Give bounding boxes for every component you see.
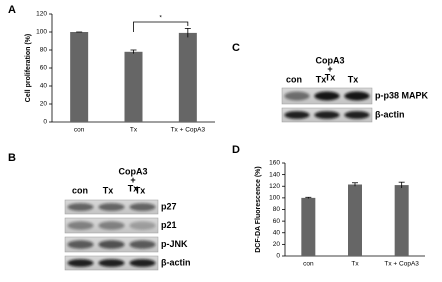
y-tick-label: 20: [273, 241, 281, 248]
blot-band: [67, 203, 94, 211]
blot-band: [284, 91, 310, 101]
panel-letter: B: [8, 152, 16, 164]
error-bar: [305, 196, 312, 199]
y-tick-label: 160: [269, 160, 280, 167]
y-tick-label: 100: [269, 195, 280, 202]
blot-band: [98, 259, 125, 267]
y-axis-label: Cell proliferation (%): [25, 34, 32, 102]
row-label: p27: [161, 201, 177, 211]
blot-band: [129, 240, 156, 249]
blot-band: [129, 259, 156, 267]
blot-band: [314, 111, 340, 119]
y-tick-label: 0: [43, 119, 47, 126]
treatment-label: +: [327, 64, 332, 74]
row-label: p-JNK: [161, 239, 188, 249]
panel-letter: C: [232, 42, 240, 54]
blot-band: [67, 259, 94, 267]
blot-band: [67, 240, 94, 249]
y-tick-label: 0: [276, 253, 280, 260]
x-tick-label: Tx + CopA3: [171, 127, 206, 134]
lane-label: Tx: [135, 185, 146, 195]
blot-band: [284, 111, 310, 119]
treatment-label: +: [130, 175, 135, 185]
y-tick-label: 60: [273, 218, 281, 225]
bar: [348, 184, 362, 256]
blot-band: [67, 221, 94, 230]
blot-band: [314, 91, 340, 101]
significance-mark: *: [159, 15, 162, 22]
y-tick-label: 120: [36, 11, 47, 18]
blot-band: [344, 111, 370, 119]
row-label: p21: [161, 220, 177, 230]
x-tick-label: con: [74, 127, 85, 134]
blot-band: [98, 221, 125, 230]
bar: [70, 32, 89, 122]
error-bar: [398, 181, 405, 188]
error-bar: [184, 27, 191, 38]
y-tick-label: 20: [40, 101, 48, 108]
bar: [394, 185, 409, 256]
x-tick-label: con: [303, 261, 314, 268]
x-tick-label: Tx: [130, 127, 138, 134]
error-bar: [130, 49, 137, 54]
significance-bracket: [133, 21, 189, 32]
y-axis-label: DCF-DA Fluorescence (%): [255, 166, 262, 252]
treatment-label: CopA3: [316, 55, 345, 65]
panel-letter: A: [8, 4, 16, 16]
x-tick-label: Tx: [351, 261, 359, 268]
blot-band: [344, 91, 370, 101]
row-label: β-actin: [161, 257, 191, 267]
blot-band: [129, 203, 156, 211]
panel-letter: D: [232, 144, 240, 156]
bar: [301, 197, 316, 256]
row-label: β-actin: [375, 109, 405, 119]
y-tick-label: 120: [269, 183, 280, 190]
y-tick-label: 140: [269, 171, 280, 178]
lane-label: con: [286, 74, 302, 84]
treatment-label: CopA3: [119, 166, 148, 176]
blot-band: [129, 221, 156, 230]
y-tick-label: 40: [40, 83, 48, 90]
bar: [124, 51, 143, 122]
error-bar: [352, 182, 358, 187]
y-tick-label: 60: [40, 65, 48, 72]
x-tick-label: Tx + CopA3: [384, 261, 419, 268]
blot-band: [98, 240, 125, 249]
treatment-label: Tx: [325, 72, 336, 82]
lane-label: Tx: [316, 74, 327, 84]
y-tick-label: 80: [40, 47, 48, 54]
lane-label: Tx: [348, 74, 359, 84]
bar: [178, 32, 197, 122]
lane-label: con: [72, 185, 88, 195]
row-label: p-p38 MAPK: [375, 90, 429, 100]
y-tick-label: 80: [273, 206, 281, 213]
y-tick-label: 40: [273, 229, 281, 236]
treatment-label: Tx: [128, 183, 139, 193]
lane-label: Tx: [103, 185, 114, 195]
y-tick-label: 100: [36, 29, 47, 36]
blot-band: [98, 203, 125, 211]
